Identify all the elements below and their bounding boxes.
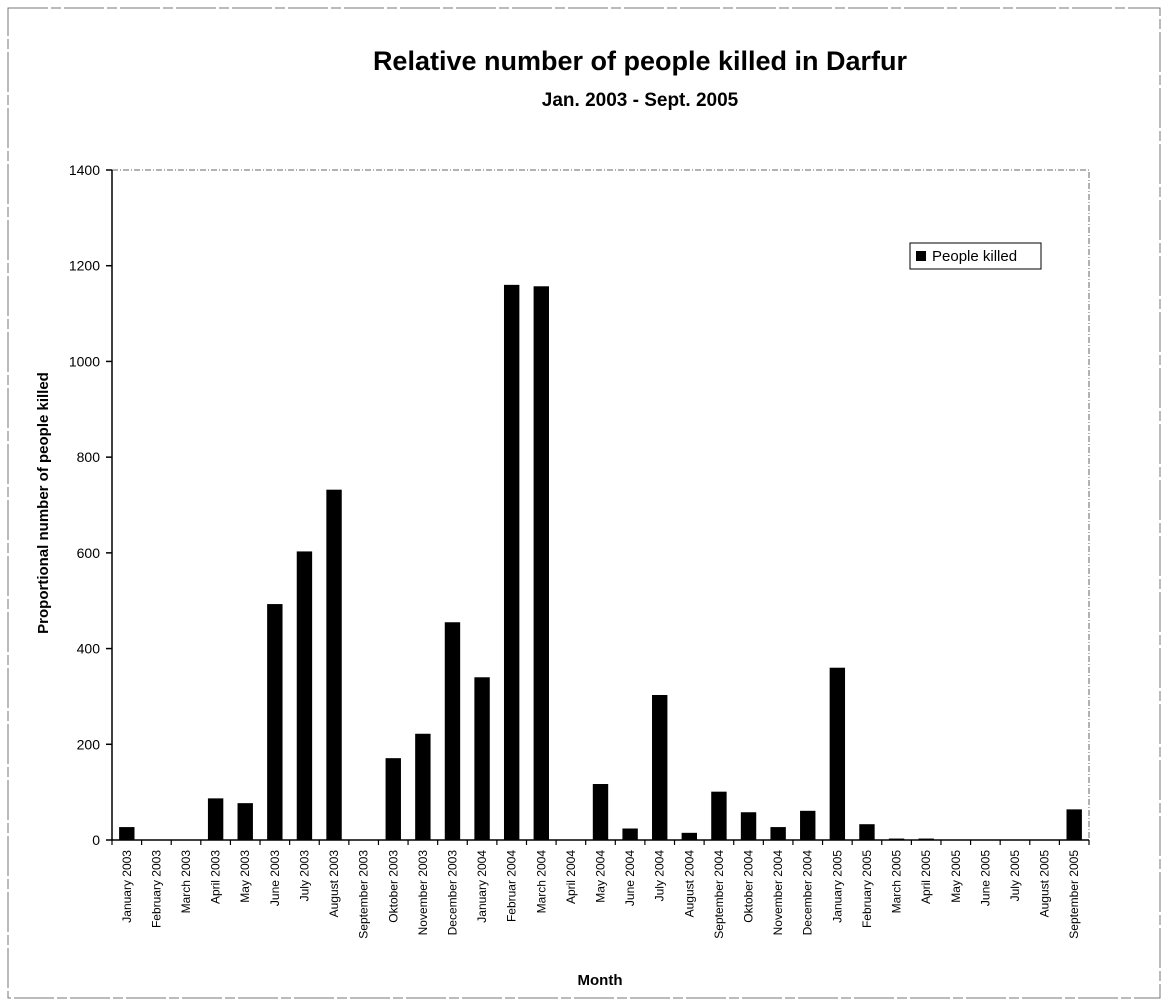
x-tick-label: July 2004: [653, 850, 667, 902]
y-tick-label: 1000: [69, 353, 100, 369]
x-tick-label: December 2004: [801, 850, 815, 936]
bar-8: [326, 489, 342, 840]
x-tick-label: July 2003: [297, 850, 311, 902]
bar-1: [119, 827, 135, 840]
y-axis: 0 200 400 600 800 1000 1200 1400: [69, 162, 113, 848]
plot-area-border: [111, 169, 1090, 841]
bar-27: [888, 838, 905, 840]
bar-7: [296, 551, 313, 840]
x-tick-label: January 2003: [120, 850, 134, 923]
bar-13: [474, 677, 490, 840]
x-tick-label: August 2004: [682, 850, 696, 918]
x-tick-label: April 2004: [564, 850, 578, 904]
bar-25: [829, 667, 846, 840]
bar-23: [770, 827, 786, 840]
y-tick-label: 400: [77, 641, 101, 657]
x-tick-label: May 2005: [949, 850, 963, 903]
x-tick-label: March 2005: [890, 850, 904, 914]
bar-5: [237, 803, 253, 840]
bar-33: [1066, 809, 1082, 840]
bar-26: [859, 824, 875, 840]
bar-28: [918, 838, 934, 840]
x-tick-label: April 2003: [209, 850, 223, 904]
y-tick-label: 1200: [69, 258, 100, 274]
chart-subtitle: Jan. 2003 - Sept. 2005: [542, 90, 739, 111]
y-tick-label: 800: [77, 449, 101, 465]
bar-24: [800, 810, 816, 840]
bars: [119, 284, 1082, 840]
bar-15: [533, 286, 549, 840]
x-tick-label: August 2005: [1038, 850, 1052, 918]
y-tick-label: 1400: [69, 162, 100, 178]
x-tick-label: February 2005: [860, 850, 874, 928]
x-tick-label: June 2005: [978, 850, 992, 906]
x-tick-label: May 2003: [238, 850, 252, 903]
bar-17: [592, 784, 609, 840]
x-tick-label: December 2003: [445, 850, 459, 936]
x-tick-label: June 2004: [623, 850, 637, 906]
x-tick-label: March 2003: [179, 850, 193, 914]
x-tick-label: April 2005: [919, 850, 933, 904]
bar-21: [711, 791, 727, 840]
x-axis-title: Month: [578, 972, 623, 989]
y-tick-label: 0: [92, 832, 100, 848]
x-tick-label: August 2003: [327, 850, 341, 918]
x-axis: January 2003 February 2003 March 2003 April…: [111, 839, 1090, 939]
bar-18: [622, 828, 638, 840]
x-tick-label: Oktober 2004: [742, 850, 756, 923]
x-tick-label: September 2005: [1067, 850, 1081, 939]
x-tick-label: May 2004: [594, 850, 608, 903]
chart-title: Relative number of people killed in Darf…: [373, 46, 908, 76]
y-tick-label: 200: [77, 736, 101, 752]
x-tick-label: February 2003: [149, 850, 163, 928]
x-tick-label: September 2003: [357, 850, 371, 939]
x-tick-label: Oktober 2003: [386, 850, 400, 923]
bar-12: [444, 622, 461, 840]
legend: People killed: [909, 242, 1042, 270]
legend-label: People killed: [932, 248, 1017, 265]
bar-20: [681, 832, 698, 840]
x-tick-label: June 2003: [268, 850, 282, 906]
bar-4: [207, 798, 224, 840]
x-tick-label: July 2005: [1008, 850, 1022, 902]
x-tick-label: January 2005: [830, 850, 844, 923]
bar-10: [385, 758, 401, 840]
bar-19: [652, 694, 668, 840]
x-tick-label: November 2004: [771, 850, 785, 936]
bar-6: [267, 604, 283, 840]
chart-border: [7, 7, 1161, 999]
bar-22: [740, 812, 757, 840]
x-tick-label: September 2004: [712, 850, 726, 939]
x-tick-label: Februar 2004: [505, 850, 519, 922]
legend-box: [909, 242, 1042, 270]
bar-14: [503, 284, 520, 840]
x-tick-label: March 2004: [534, 850, 548, 914]
bar-11: [415, 733, 431, 840]
x-tick-label: January 2004: [475, 850, 489, 923]
x-tick-label: November 2003: [416, 850, 430, 936]
y-axis-title: Proportional number of people killed: [35, 372, 52, 634]
y-tick-label: 600: [77, 545, 101, 561]
legend-swatch: [916, 251, 926, 261]
